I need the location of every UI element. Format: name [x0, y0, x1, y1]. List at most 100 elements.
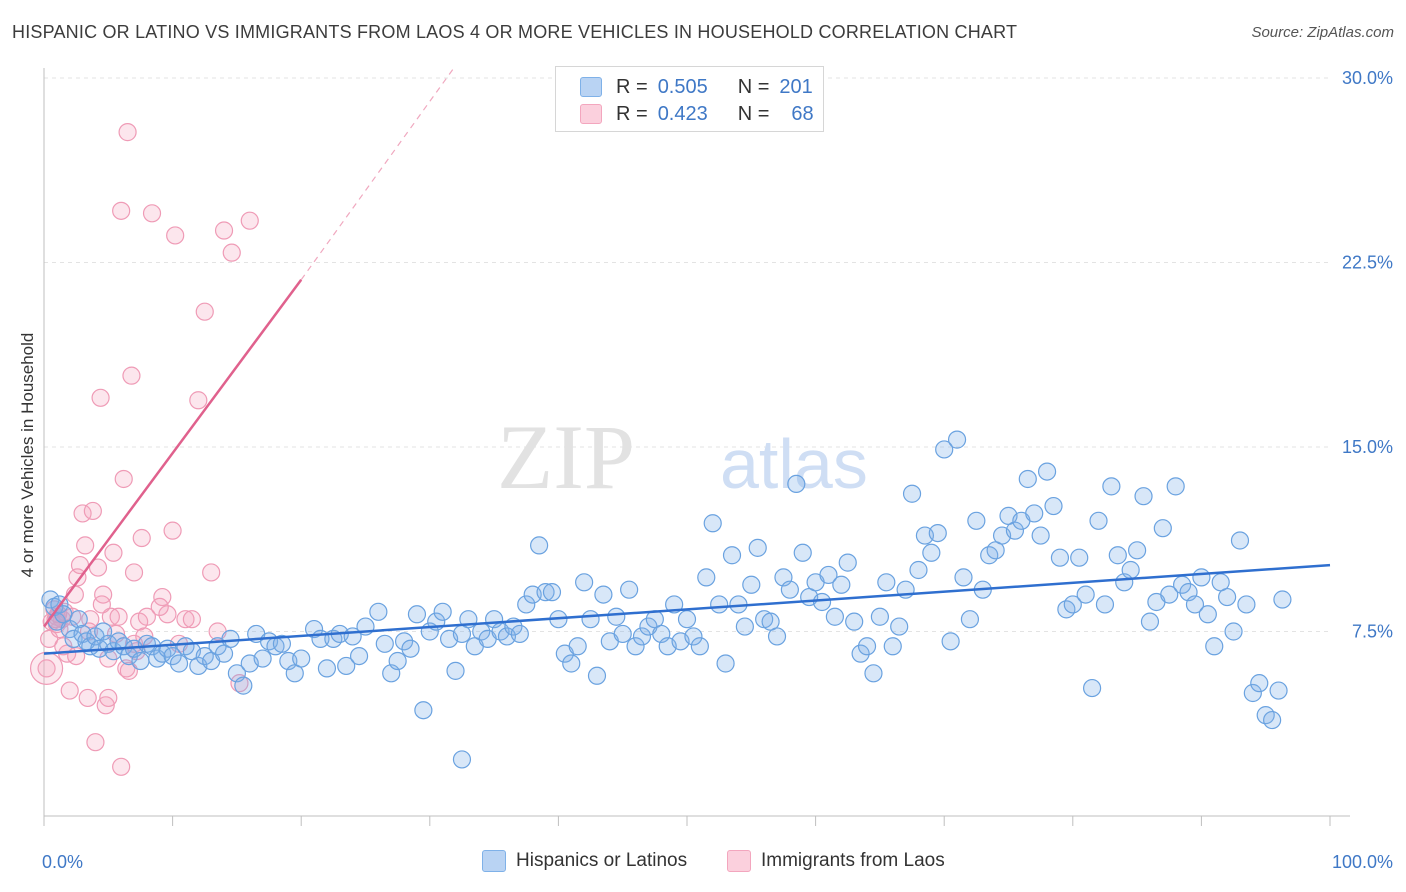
- laos-point: [118, 123, 137, 142]
- legend-swatch-pink: [580, 104, 602, 124]
- hispanic-point: [735, 617, 754, 636]
- laos-point: [83, 501, 102, 521]
- hispanic-point: [131, 651, 150, 671]
- legend: R = 0.505 N = 201 R = 0.423 N = 68: [555, 66, 824, 132]
- laos-point: [60, 681, 79, 700]
- hispanic-point: [716, 654, 735, 673]
- hispanic-point: [1005, 521, 1025, 540]
- hispanic-point: [375, 634, 394, 653]
- laos-point: [158, 605, 177, 624]
- trend-line-hispanics: [43, 563, 1331, 655]
- laos-point: [214, 221, 234, 240]
- y-tick-label: 15.0%: [1342, 437, 1393, 457]
- hispanic-point: [1218, 587, 1237, 607]
- hispanic-point: [433, 602, 452, 621]
- hispanic-point: [594, 585, 613, 604]
- hispanic-point: [394, 632, 414, 651]
- bottom-legend-label: Hispanics or Latinos: [516, 850, 688, 871]
- hispanic-point: [587, 666, 607, 685]
- hispanic-point: [890, 617, 909, 636]
- laos-point: [92, 595, 111, 614]
- legend-n-value: 201: [779, 75, 813, 98]
- laos-point: [99, 688, 118, 708]
- laos-point: [137, 607, 156, 626]
- hispanic-point: [1134, 487, 1153, 506]
- hispanic-point: [780, 580, 799, 599]
- y-axis-label: 4 or more Vehicles in Household: [18, 333, 37, 578]
- y-tick-label: 30.0%: [1342, 68, 1393, 88]
- hispanic-point: [677, 610, 697, 629]
- hispanic-point: [568, 637, 587, 656]
- laos-point: [86, 733, 105, 752]
- hispanic-point: [304, 619, 324, 639]
- legend-r-value: 0.505: [657, 75, 708, 98]
- hispanic-point: [536, 583, 555, 602]
- laos-point: [104, 543, 123, 562]
- trend-line-laos-extension: [300, 65, 457, 281]
- hispanic-point: [292, 649, 311, 668]
- hispanic-point: [928, 523, 947, 543]
- laos-point: [78, 688, 97, 708]
- hispanic-point: [607, 607, 626, 626]
- laos-point: [91, 388, 110, 407]
- hispanic-point: [337, 656, 356, 676]
- laos-point: [109, 607, 128, 626]
- hispanic-point: [620, 580, 639, 599]
- hispanic-point: [703, 514, 722, 533]
- hispanic-point: [832, 575, 851, 594]
- laos-point: [135, 627, 154, 646]
- hispanic-point: [1237, 595, 1256, 614]
- laos-point: [189, 391, 208, 410]
- hispanic-point: [954, 568, 973, 587]
- legend-n-label: N =: [737, 75, 770, 98]
- laos-point: [182, 610, 201, 629]
- hispanic-point: [1127, 541, 1147, 560]
- legend-n-value: 68: [791, 102, 814, 125]
- hispanic-point: [272, 634, 292, 653]
- hispanic-point: [632, 627, 652, 646]
- y-tick-label: 7.5%: [1352, 622, 1393, 642]
- hispanic-point: [69, 610, 88, 629]
- hispanic-point: [870, 607, 890, 626]
- hispanic-point: [349, 646, 369, 666]
- trend-line-laos: [42, 278, 303, 628]
- tick-labels: 7.5% 15.0% 22.5% 30.0% 0.0% 100.0%: [42, 68, 1393, 872]
- bottom-legend-hispanics: Hispanics or Latinos: [482, 850, 687, 872]
- hispanic-point: [1192, 568, 1211, 587]
- hispanic-point: [581, 610, 600, 629]
- hispanic-point: [1037, 462, 1057, 481]
- hispanic-point: [748, 538, 767, 557]
- legend-swatch-blue: [580, 77, 602, 97]
- hispanic-point: [960, 610, 980, 629]
- hispanic-point: [787, 474, 806, 493]
- hispanic-point: [1198, 605, 1217, 624]
- laos-point: [222, 243, 241, 262]
- legend-row-laos: R = 0.423 N = 68: [580, 101, 814, 127]
- hispanic-point: [562, 654, 581, 673]
- hispanic-point: [1095, 595, 1115, 614]
- x-tick-label: 0.0%: [42, 852, 83, 872]
- hispanic-point: [530, 536, 549, 555]
- laos-point: [37, 659, 56, 678]
- hispanic-point: [1031, 526, 1050, 545]
- hispanic-point: [613, 624, 632, 644]
- hispanic-point: [1273, 590, 1292, 609]
- axes: [43, 68, 1350, 826]
- hispanic-point: [857, 637, 877, 656]
- series-hispanics-points: [29, 123, 259, 776]
- x-tick-label: 100.0%: [1332, 852, 1393, 872]
- laos-point: [142, 204, 162, 223]
- legend-r-label: R =: [616, 75, 648, 98]
- hispanic-point: [819, 565, 838, 585]
- hispanic-point: [388, 651, 407, 671]
- laos-point: [101, 607, 120, 626]
- hispanic-point: [575, 573, 594, 592]
- hispanic-point: [1082, 678, 1102, 698]
- hispanic-point: [825, 607, 844, 626]
- hispanic-point: [710, 595, 729, 614]
- laos-point: [76, 536, 95, 555]
- hispanic-point: [902, 484, 922, 503]
- laos-point: [94, 585, 113, 604]
- hispanic-point: [1250, 674, 1269, 693]
- hispanic-point: [452, 750, 472, 769]
